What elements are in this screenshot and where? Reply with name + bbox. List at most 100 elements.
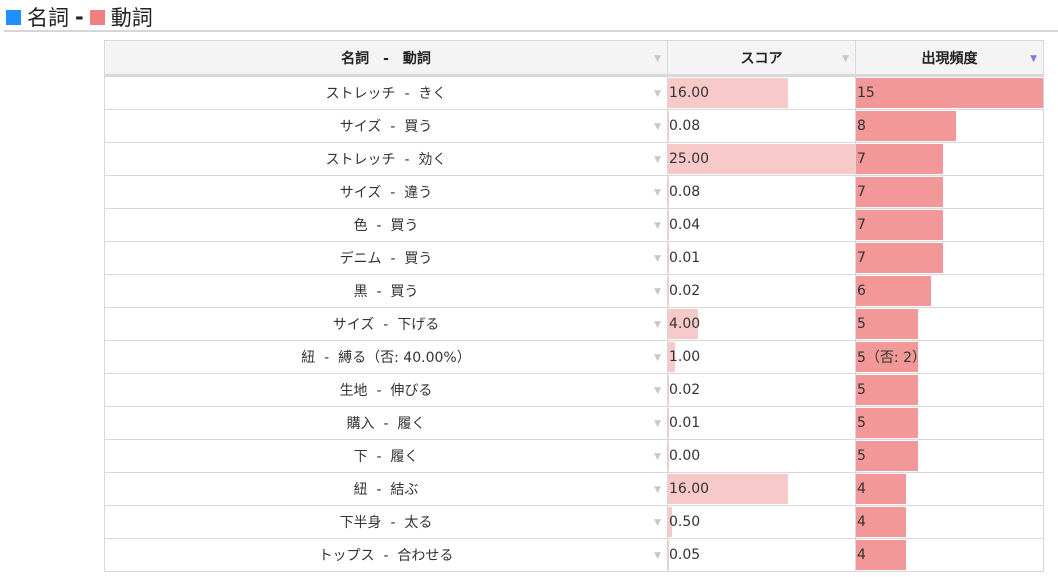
expand-arrow-icon[interactable]: ▼ — [654, 452, 661, 462]
pair-cell[interactable]: ストレッチ - きく ▼ — [104, 75, 668, 110]
table-row[interactable]: 生地 - 伸びる ▼ 0.02 5 — [104, 373, 1044, 407]
score-cell: 0.02 — [667, 274, 856, 308]
score-bar — [668, 276, 670, 306]
verb-text: 下げる — [397, 317, 440, 333]
freq-bar — [856, 474, 906, 504]
score-value: 0.01 — [669, 415, 701, 431]
table-row[interactable]: 下 - 履く ▼ 0.00 5 — [104, 439, 1044, 473]
freq-value: 7 — [857, 250, 866, 266]
freq-cell: 5 — [855, 439, 1044, 473]
pair-cell[interactable]: サイズ - 下げる ▼ — [104, 307, 668, 341]
pair-cell[interactable]: ストレッチ - 効く ▼ — [104, 142, 668, 176]
header-freq-label: 出現頻度 — [921, 50, 978, 67]
score-cell: 0.02 — [667, 373, 856, 407]
score-value: 0.50 — [669, 514, 701, 530]
expand-arrow-icon[interactable]: ▼ — [654, 155, 661, 165]
table-row[interactable]: 紐 - 結ぶ ▼ 16.00 4 — [104, 472, 1044, 506]
freq-value: 5 — [857, 382, 866, 398]
score-value: 0.02 — [669, 283, 701, 299]
verb-text: 履く — [397, 416, 426, 432]
sort-arrow-active-icon[interactable]: ▼ — [1030, 53, 1037, 64]
freq-value: 4 — [857, 514, 866, 530]
noun-text: 下 — [353, 449, 368, 465]
score-bar — [668, 474, 788, 504]
freq-bar — [856, 210, 944, 240]
expand-arrow-icon[interactable]: ▼ — [654, 188, 661, 198]
pair-cell[interactable]: 黒 - 買う ▼ — [104, 274, 668, 308]
header-pair-label: 名詞 - 動詞 — [341, 50, 431, 67]
header-score-label: スコア — [740, 50, 783, 67]
expand-arrow-icon[interactable]: ▼ — [654, 320, 661, 330]
table-row[interactable]: サイズ - 買う ▼ 0.08 8 — [104, 109, 1044, 143]
expand-arrow-icon[interactable]: ▼ — [654, 353, 661, 363]
score-cell: 25.00 — [667, 142, 856, 176]
pair-cell[interactable]: 下 - 履く ▼ — [104, 439, 668, 473]
noun-text: 黒 — [353, 284, 368, 300]
expand-arrow-icon[interactable]: ▼ — [654, 254, 661, 264]
header-score[interactable]: スコア ▼ — [667, 40, 856, 77]
expand-arrow-icon[interactable]: ▼ — [654, 551, 661, 561]
pair-cell[interactable]: サイズ - 違う ▼ — [104, 175, 668, 209]
score-value: 16.00 — [669, 481, 710, 497]
expand-arrow-icon[interactable]: ▼ — [654, 89, 661, 99]
expand-arrow-icon[interactable]: ▼ — [654, 518, 661, 528]
expand-arrow-icon[interactable]: ▼ — [654, 485, 661, 495]
score-cell: 1.00 — [667, 340, 856, 374]
noun-text: 紐 — [353, 482, 368, 498]
table-row[interactable]: サイズ - 違う ▼ 0.08 7 — [104, 175, 1044, 209]
score-value: 0.05 — [669, 547, 701, 563]
table-row[interactable]: サイズ - 下げる ▼ 4.00 5 — [104, 307, 1044, 341]
header-freq[interactable]: 出現頻度 ▼ — [855, 40, 1044, 77]
freq-bar — [856, 507, 906, 537]
table-row[interactable]: ストレッチ - 効く ▼ 25.00 7 — [104, 142, 1044, 176]
score-cell: 0.05 — [667, 538, 856, 572]
expand-arrow-icon[interactable]: ▼ — [654, 419, 661, 429]
pair-cell[interactable]: 紐 - 縛る（否: 40.00%） ▼ — [104, 340, 668, 374]
sort-arrow-icon[interactable]: ▼ — [654, 53, 661, 64]
freq-cell: 7 — [855, 142, 1044, 176]
verb-text: 買う — [390, 218, 419, 234]
verb-text: 違う — [404, 185, 433, 201]
score-bar — [668, 210, 670, 240]
table-row[interactable]: 紐 - 縛る（否: 40.00%） ▼ 1.00 5（否: 2） — [104, 340, 1044, 374]
score-bar — [668, 375, 670, 405]
pair-cell[interactable]: 購入 - 履く ▼ — [104, 406, 668, 440]
score-value: 4.00 — [669, 316, 701, 332]
table-row[interactable]: 色 - 買う ▼ 0.04 7 — [104, 208, 1044, 242]
score-bar — [668, 441, 670, 471]
noun-text: 購入 — [346, 416, 375, 432]
table-row[interactable]: トップス - 合わせる ▼ 0.05 4 — [104, 538, 1044, 572]
score-bar — [668, 177, 670, 207]
table-row[interactable]: 下半身 - 太る ▼ 0.50 4 — [104, 505, 1044, 539]
expand-arrow-icon[interactable]: ▼ — [654, 122, 661, 132]
pair-cell[interactable]: 生地 - 伸びる ▼ — [104, 373, 668, 407]
freq-bar — [856, 243, 944, 273]
pair-cell[interactable]: トップス - 合わせる ▼ — [104, 538, 668, 572]
freq-value: 5 — [857, 448, 866, 464]
pair-cell[interactable]: 色 - 買う ▼ — [104, 208, 668, 242]
sort-arrow-icon[interactable]: ▼ — [842, 53, 849, 64]
score-bar — [668, 408, 670, 438]
freq-value: 8 — [857, 118, 866, 134]
verb-text: 買う — [404, 119, 433, 135]
pair-cell[interactable]: 紐 - 結ぶ ▼ — [104, 472, 668, 506]
table-row[interactable]: デニム - 買う ▼ 0.01 7 — [104, 241, 1044, 275]
table-row[interactable]: 黒 - 買う ▼ 0.02 6 — [104, 274, 1044, 308]
pair-cell[interactable]: サイズ - 買う ▼ — [104, 109, 668, 143]
score-value: 0.08 — [669, 118, 701, 134]
expand-arrow-icon[interactable]: ▼ — [654, 221, 661, 231]
header-pair[interactable]: 名詞 - 動詞 ▼ — [104, 40, 668, 77]
freq-bar — [856, 375, 919, 405]
expand-arrow-icon[interactable]: ▼ — [654, 287, 661, 297]
score-value: 0.01 — [669, 250, 701, 266]
score-value: 0.02 — [669, 382, 701, 398]
pair-cell[interactable]: 下半身 - 太る ▼ — [104, 505, 668, 539]
table-row[interactable]: ストレッチ - きく ▼ 16.00 15 — [104, 75, 1044, 110]
legend-separator: - — [75, 5, 84, 29]
expand-arrow-icon[interactable]: ▼ — [654, 386, 661, 396]
score-bar — [668, 507, 672, 537]
noun-text: 生地 — [339, 383, 368, 399]
pair-cell[interactable]: デニム - 買う ▼ — [104, 241, 668, 275]
table-row[interactable]: 購入 - 履く ▼ 0.01 5 — [104, 406, 1044, 440]
freq-cell: 7 — [855, 175, 1044, 209]
